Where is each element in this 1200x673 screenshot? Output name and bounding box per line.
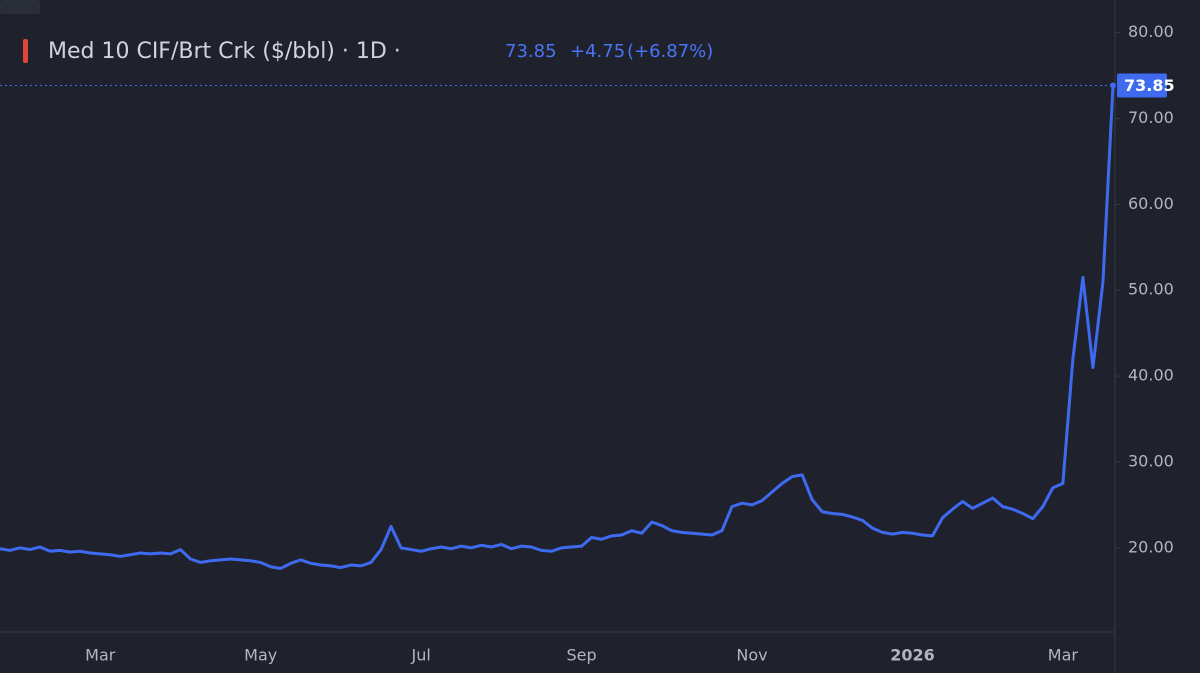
tab — [0, 0, 40, 14]
x-tick-label: Mar — [1048, 646, 1079, 665]
y-tick-label: 50.00 — [1128, 280, 1174, 299]
y-tick-label: 60.00 — [1128, 194, 1174, 213]
series-marker — [23, 39, 28, 63]
x-tick-label: Sep — [566, 646, 596, 665]
y-tick-label: 30.00 — [1128, 451, 1174, 470]
chart-title: Med 10 CIF/Brt Crk ($/bbl) · 1D · — [48, 39, 401, 64]
price-tag — [1117, 73, 1167, 98]
y-tick-label: 40.00 — [1128, 366, 1174, 385]
y-tick-label: 80.00 — [1128, 22, 1174, 41]
price-line — [0, 85, 1115, 570]
x-tick-label: Nov — [736, 646, 767, 665]
x-tick-label: Mar — [85, 646, 116, 665]
x-tick-label: May — [244, 646, 277, 665]
last-price: 73.85 — [505, 41, 557, 62]
change-percent: (+6.87%) — [627, 41, 713, 62]
change: +4.75 — [570, 41, 625, 62]
plot: 20.00 30.00 40.00 50.00 60.00 70.00 80.00 Mar Ma… — [0, 22, 1175, 665]
y-tick-label: 20.00 — [1128, 537, 1174, 556]
x-tick-label: Jul — [410, 646, 430, 665]
price-tag-label: 73.85 — [1124, 76, 1175, 95]
last-point — [1110, 82, 1116, 89]
x-tick-label: 2026 — [890, 646, 935, 665]
y-tick-label: 70.00 — [1128, 108, 1174, 127]
